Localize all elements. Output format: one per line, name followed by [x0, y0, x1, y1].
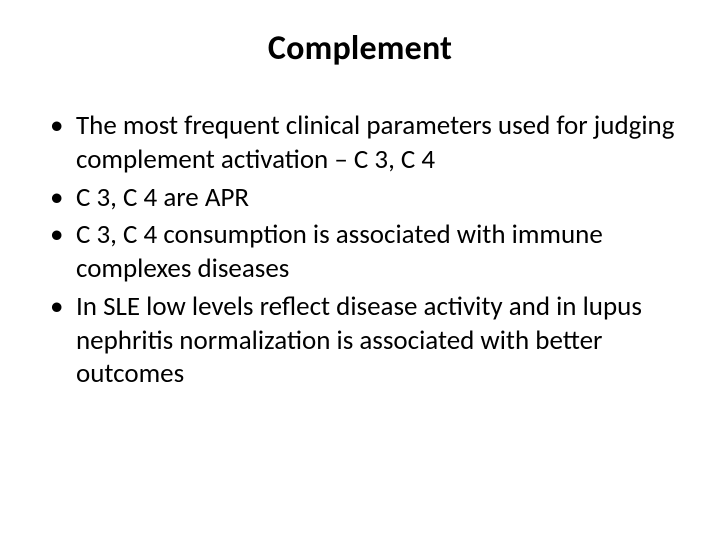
bullet-list: The most frequent clinical parameters us… [40, 109, 680, 391]
bullet-item: In SLE low levels reflect disease activi… [50, 290, 680, 391]
bullet-item: The most frequent clinical parameters us… [50, 109, 680, 177]
slide-title: Complement [40, 28, 680, 69]
bullet-item: C 3, C 4 are APR [50, 181, 680, 215]
slide: Complement The most frequent clinical pa… [0, 0, 720, 540]
bullet-item: C 3, C 4 consumption is associated with … [50, 218, 680, 286]
